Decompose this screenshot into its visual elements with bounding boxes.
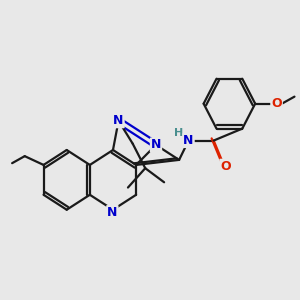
Text: N: N: [151, 138, 161, 152]
Text: N: N: [113, 114, 124, 127]
Text: O: O: [220, 160, 231, 173]
Text: O: O: [271, 97, 282, 110]
Text: H: H: [175, 128, 184, 138]
Text: N: N: [183, 134, 194, 147]
Text: N: N: [107, 206, 118, 219]
